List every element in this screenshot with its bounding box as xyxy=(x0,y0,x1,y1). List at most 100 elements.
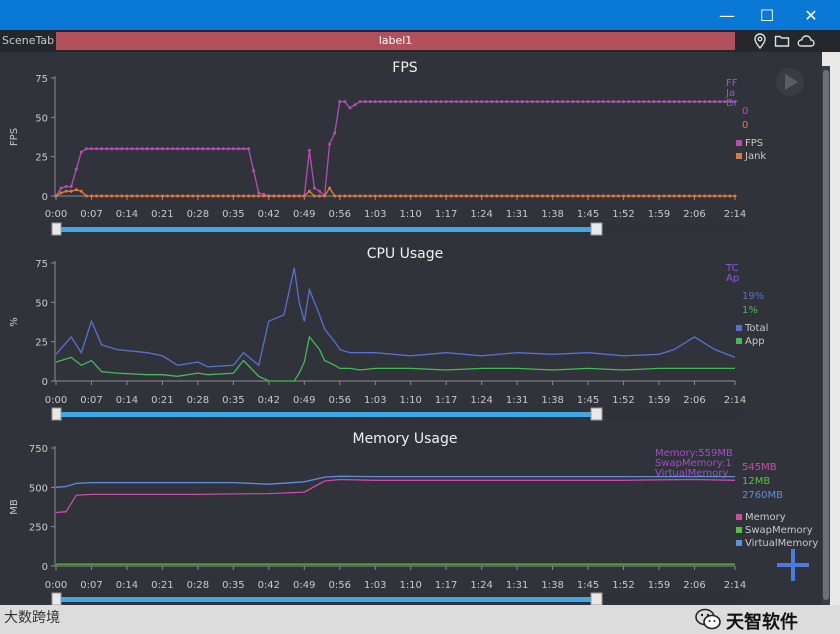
fps-point xyxy=(69,189,73,193)
fps-point xyxy=(566,100,570,104)
fps-point xyxy=(556,100,560,104)
folder-icon[interactable] xyxy=(774,33,790,49)
fps-point xyxy=(500,100,504,104)
fps-xtick: 1:24 xyxy=(470,209,492,220)
fps-point xyxy=(632,194,636,198)
mem-xtick: 0:35 xyxy=(222,580,244,591)
fps-point xyxy=(69,185,73,189)
fps-point xyxy=(480,100,484,104)
fps-point xyxy=(586,100,590,104)
fps-tooltip-line: Dr xyxy=(726,98,739,109)
fps-point xyxy=(165,147,169,151)
label1-tab[interactable]: label1 xyxy=(56,32,735,50)
fps-point xyxy=(343,194,347,198)
fps-point xyxy=(627,100,631,104)
fps-xtick: 1:17 xyxy=(435,209,457,220)
fps-point xyxy=(145,147,149,151)
add-icon[interactable] xyxy=(777,549,809,581)
fps-point xyxy=(186,194,190,198)
fps-point xyxy=(682,194,686,198)
minimize-button[interactable]: — xyxy=(719,5,735,25)
cpu-current-value: 19% xyxy=(742,291,764,302)
fps-point xyxy=(606,194,610,198)
mem-xtick: 1:38 xyxy=(541,580,563,591)
fps-point xyxy=(596,194,600,198)
fps-point xyxy=(394,194,397,198)
fps-point xyxy=(571,100,575,104)
mem-xtick: 0:21 xyxy=(151,580,173,591)
cloud-icon[interactable] xyxy=(797,33,815,49)
cpu-xtick: 1:52 xyxy=(612,395,634,406)
fps-point xyxy=(703,194,707,198)
fps-point xyxy=(728,100,732,104)
cpu-slider-left-handle[interactable] xyxy=(51,407,62,421)
fps-point xyxy=(226,194,230,198)
cpu-legend-label: Total xyxy=(744,323,768,334)
fps-point xyxy=(616,194,620,198)
watermark-text: 天智软件 xyxy=(726,612,798,633)
fps-point xyxy=(581,194,585,198)
fps-point xyxy=(546,100,550,104)
fps-point xyxy=(155,194,159,198)
fps-point xyxy=(414,194,418,198)
fps-point xyxy=(414,100,418,104)
fps-point xyxy=(591,100,595,104)
location-icon[interactable] xyxy=(752,33,768,49)
fps-slider-left-handle[interactable] xyxy=(51,222,62,236)
mem-slider-left-handle[interactable] xyxy=(51,592,62,606)
fps-point xyxy=(257,194,261,198)
maximize-button[interactable]: ☐ xyxy=(759,5,775,25)
close-button[interactable]: ✕ xyxy=(804,5,818,25)
fps-point xyxy=(323,194,327,198)
fps-point xyxy=(135,194,139,198)
scrollbar-thumb[interactable] xyxy=(823,70,829,600)
fps-point xyxy=(120,147,124,151)
cpu-slider-right-handle[interactable] xyxy=(590,407,603,421)
fps-point xyxy=(333,131,337,135)
fps-point xyxy=(404,100,408,104)
fps-legend-label: FPS xyxy=(745,138,763,149)
fps-point xyxy=(373,100,377,104)
fps-point xyxy=(394,100,397,104)
fps-point xyxy=(181,194,185,198)
mem-ytick: 0 xyxy=(42,562,48,573)
fps-xtick: 0:00 xyxy=(45,209,67,220)
fps-point xyxy=(59,186,63,190)
fps-point xyxy=(150,147,154,151)
fps-point xyxy=(363,100,367,104)
fps-point xyxy=(115,194,119,198)
fps-point xyxy=(459,194,463,198)
fps-point xyxy=(363,194,367,198)
fps-point xyxy=(95,147,99,151)
fps-tooltip-line: FF xyxy=(726,78,738,89)
fps-slider-right-handle[interactable] xyxy=(590,222,603,236)
fps-point xyxy=(89,147,93,151)
fps-point xyxy=(388,100,392,104)
fps-point xyxy=(647,194,651,198)
cpu-xtick: 1:03 xyxy=(364,395,386,406)
cpu-xtick: 0:49 xyxy=(293,395,315,406)
fps-point xyxy=(358,194,362,198)
mem-slider-right-handle[interactable] xyxy=(590,592,603,606)
fps-point xyxy=(135,147,139,151)
mem-xtick: 0:00 xyxy=(45,580,67,591)
fps-point xyxy=(535,194,539,198)
cpu-ytick: 75 xyxy=(35,259,48,270)
cpu-legend-swatch xyxy=(736,325,742,331)
fps-point xyxy=(241,194,245,198)
cpu-xtick: 1:10 xyxy=(399,395,421,406)
fps-point xyxy=(211,147,215,151)
fps-point xyxy=(601,100,605,104)
fps-point xyxy=(181,147,185,151)
mem-current-value: 12MB xyxy=(742,476,770,487)
fps-point xyxy=(475,100,479,104)
mem-legend-swatch xyxy=(736,540,742,546)
cpu-xtick: 0:07 xyxy=(80,395,102,406)
scene-tab[interactable]: SceneTab xyxy=(2,34,55,47)
fps-point xyxy=(206,147,210,151)
fps-point xyxy=(622,100,626,104)
fps-point xyxy=(378,194,382,198)
fps-point xyxy=(657,194,661,198)
cpu-title: CPU Usage xyxy=(367,246,444,262)
cpu-xtick: 2:06 xyxy=(683,395,705,406)
